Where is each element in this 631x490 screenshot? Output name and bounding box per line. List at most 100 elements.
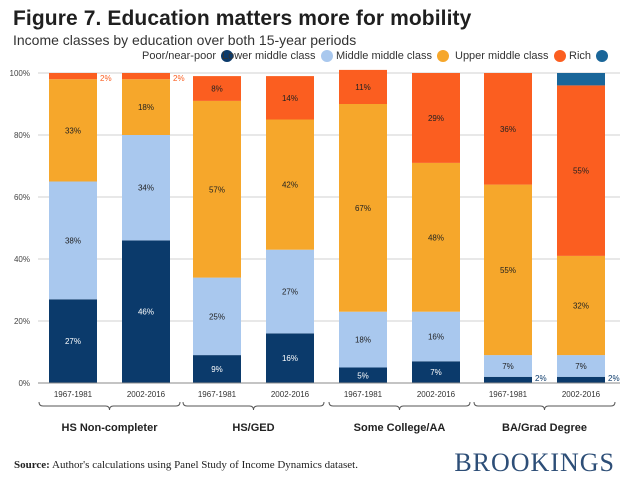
y-tick-label: 40% (14, 255, 30, 264)
data-label: 14% (282, 94, 298, 103)
data-label: 8% (211, 85, 223, 94)
bar-segment (412, 361, 460, 383)
data-label: 16% (282, 354, 298, 363)
bar-segment (122, 73, 170, 80)
bar-segment (193, 277, 241, 356)
legend-label-upper-middle: Upper middle class (455, 50, 549, 62)
data-label: 2% (100, 74, 112, 83)
data-label: 5% (357, 371, 369, 380)
bar-segment (339, 69, 387, 104)
source-note: Source: Author's calculations using Pane… (14, 459, 358, 471)
group-label: HS Non-completer (62, 422, 159, 434)
data-label: 55% (500, 266, 516, 275)
bar-segment (193, 100, 241, 278)
bar-segment (49, 299, 97, 383)
data-label: 18% (355, 336, 371, 345)
legend-swatch-lower-middle (320, 50, 333, 62)
bar-segment (557, 376, 605, 383)
chart-subtitle: Income classes by education over both 15… (13, 32, 357, 48)
x-tick-label: 1967-1981 (344, 390, 383, 399)
y-tick-label: 20% (14, 317, 30, 326)
source-label: Source: (14, 459, 50, 471)
data-label: 32% (573, 302, 589, 311)
bar-segment (484, 376, 532, 383)
x-tick-label: 2002-2016 (271, 390, 310, 399)
data-label: 16% (428, 333, 444, 342)
data-label: 55% (573, 167, 589, 176)
bar-segment (484, 73, 532, 185)
data-label: 67% (355, 204, 371, 213)
legend-swatch-rich (596, 50, 609, 62)
group-label: HS/GED (232, 422, 274, 434)
x-tick-label: 1967-1981 (54, 390, 93, 399)
y-tick-label: 100% (10, 69, 30, 78)
group-bracket (473, 401, 616, 411)
bar-segment (339, 311, 387, 368)
data-label: 34% (138, 184, 154, 193)
data-label: 2% (535, 374, 547, 383)
data-label: 18% (138, 103, 154, 112)
bar-segment (49, 181, 97, 300)
legend-item-lower-middle: Lower middle class (222, 50, 333, 62)
legend-label-poor: Poor/near-poor (142, 50, 216, 62)
data-label: 9% (211, 365, 223, 374)
x-tick-label: 2002-2016 (127, 390, 166, 399)
x-tick-label: 2002-2016 (417, 390, 456, 399)
bar-segment (193, 355, 241, 383)
y-tick-label: 0% (18, 379, 30, 388)
bar-segment (49, 73, 97, 80)
bar-segment (557, 355, 605, 377)
brookings-logo: BROOKINGS (454, 448, 615, 477)
legend-label-rich: Rich (569, 50, 592, 62)
legend-item-poor: Poor/near-poor (142, 50, 233, 62)
bar-segment (266, 119, 314, 250)
data-label: 42% (282, 181, 298, 190)
source-text: Author's calculations using Panel Study … (52, 459, 358, 471)
data-label: 7% (502, 362, 514, 371)
bar-segment (266, 333, 314, 383)
legend-swatch-poor (221, 50, 233, 62)
group-label: Some College/AA (354, 422, 446, 434)
bar-segment (339, 367, 387, 383)
y-tick-label: 80% (14, 131, 30, 140)
bar-segment (484, 184, 532, 356)
data-label: 29% (428, 114, 444, 123)
data-label: 46% (138, 308, 154, 317)
group-bracket (328, 401, 471, 411)
bar-segment (122, 240, 170, 383)
y-tick-label: 60% (14, 193, 30, 202)
chart-legend: Poor/near-poor Lower middle class Middle… (0, 50, 631, 68)
data-label: 2% (173, 74, 185, 83)
bar-segment (412, 311, 460, 362)
group-label: BA/Grad Degree (502, 422, 587, 434)
bar-segment (557, 255, 605, 356)
legend-label-middle-middle: Middle middle class (336, 50, 432, 62)
data-label: 48% (428, 233, 444, 242)
bar-segment (49, 79, 97, 182)
chart-title: Figure 7. Education matters more for mob… (13, 7, 472, 30)
data-label: 36% (500, 125, 516, 134)
legend-swatch-upper-middle (553, 50, 566, 62)
stacked-bar-chart: 0% 20% 40% 60% 80% 100% 27% 38% 33% 2% 46% 34% 18% 2%… (10, 69, 620, 434)
bar-segment (193, 76, 241, 101)
bar-segment (557, 85, 605, 256)
bar-segment (484, 355, 532, 377)
group-bracket (182, 401, 325, 411)
legend-item-middle-middle: Middle middle class (336, 50, 449, 62)
bar-segment (557, 73, 605, 86)
data-label: 27% (282, 288, 298, 297)
data-label: 27% (65, 337, 81, 346)
data-label: 11% (355, 83, 370, 92)
legend-swatch-middle-middle (436, 50, 449, 62)
x-tick-label: 2002-2016 (562, 390, 601, 399)
data-label: 33% (65, 126, 81, 135)
data-label: 57% (209, 185, 225, 194)
legend-item-rich: Rich (569, 50, 609, 62)
data-label: 38% (65, 236, 81, 245)
data-label: 7% (575, 362, 587, 371)
bar-segment (122, 135, 170, 241)
x-tick-label: 1967-1981 (489, 390, 528, 399)
legend-item-upper-middle: Upper middle class (455, 50, 566, 62)
bar-segment (339, 104, 387, 312)
bar-segment (412, 162, 460, 312)
